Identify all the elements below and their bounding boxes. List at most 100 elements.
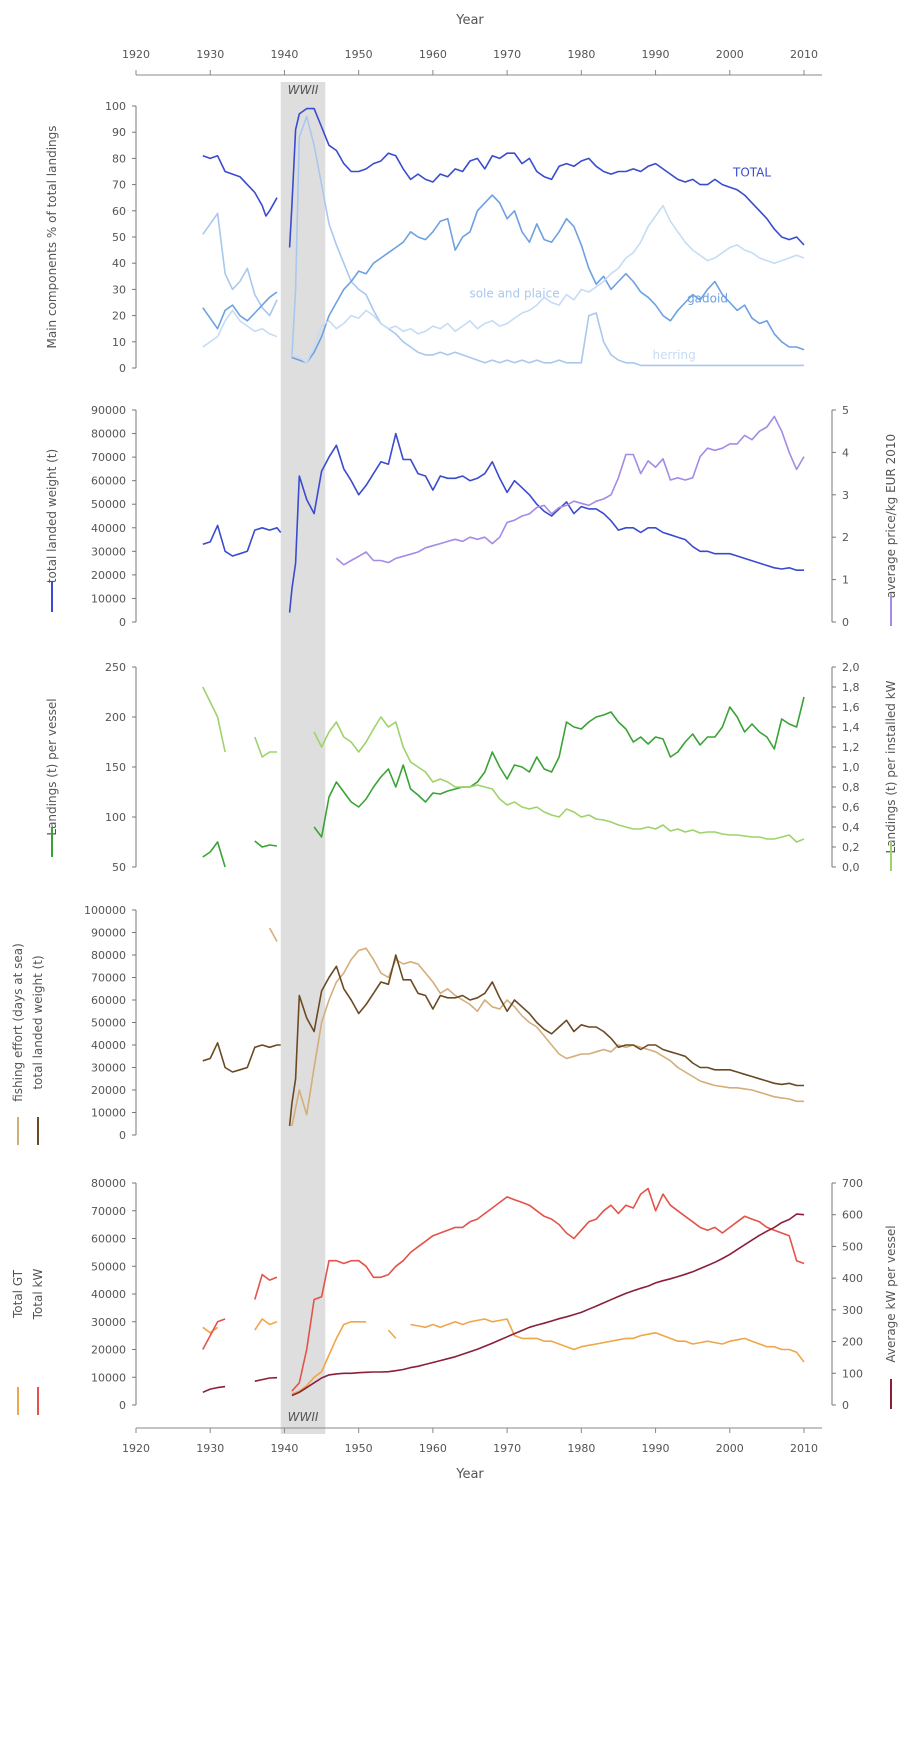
right-axis-tick-label: 2,0 xyxy=(842,661,860,674)
left-axis-tick-label: 100 xyxy=(105,100,126,113)
left-axis-label: Main components % of total landings xyxy=(45,126,59,349)
left-axis-tick-label: 60000 xyxy=(91,475,126,488)
panel-4: 0 10000 20000 30000 40000 50000 60000 70000 8000… xyxy=(11,904,804,1145)
bottom-year-tick-label: 1970 xyxy=(493,1442,521,1455)
right-axis-tick-label: 3 xyxy=(842,489,849,502)
series-line-landings-t-per-installed-kw xyxy=(202,686,226,753)
right-axis-tick-label: 1,4 xyxy=(842,721,860,734)
series-line-total-landed-weight-t xyxy=(202,524,282,557)
left-axis-label-2: Total kW xyxy=(31,1269,45,1321)
left-axis-tick-label: 50000 xyxy=(91,498,126,511)
right-axis-tick-label: 1 xyxy=(842,574,849,587)
right-axis-label: average price/kg EUR 2010 xyxy=(884,434,898,598)
series-line-total xyxy=(202,155,278,217)
right-axis-tick-label: 600 xyxy=(842,1209,863,1222)
series-line-landings-t-per-installed-kw xyxy=(254,736,277,758)
series-line-herring xyxy=(202,309,278,348)
left-axis-label-1: fishing effort (days at sea) xyxy=(11,943,25,1102)
top-year-tick-label: 1950 xyxy=(345,48,373,61)
series-line-gadoid xyxy=(291,194,805,364)
series-line-landings-t-per-vessel xyxy=(254,840,278,848)
left-axis-tick-label: 50 xyxy=(112,861,126,874)
bottom-year-tick-label: 1990 xyxy=(642,1442,670,1455)
left-axis-tick-label: 20 xyxy=(112,310,126,323)
left-axis-tick-label: 0 xyxy=(119,616,126,629)
left-axis-tick-label: 90000 xyxy=(91,404,126,417)
right-axis-tick-label: 0,4 xyxy=(842,821,860,834)
series-line-landings-t-per-installed-kw xyxy=(313,716,805,843)
left-axis-tick-label: 100000 xyxy=(84,904,126,917)
panel-2: 0 10000 20000 30000 40000 50000 60000 70000 8000… xyxy=(45,404,898,629)
right-axis-tick-label: 4 xyxy=(842,446,849,459)
bottom-year-tick-label: 1950 xyxy=(345,1442,373,1455)
bottom-year-axis-label: Year xyxy=(455,1467,484,1482)
left-axis-tick-label: 60000 xyxy=(91,994,126,1007)
bottom-year-tick-label: 1920 xyxy=(122,1442,150,1455)
left-axis-tick-label: 0 xyxy=(119,1129,126,1142)
left-axis-tick-label: 50 xyxy=(112,231,126,244)
left-axis-tick-label: 60 xyxy=(112,205,126,218)
top-year-tick-label: 1980 xyxy=(567,48,595,61)
left-axis-tick-label: 40000 xyxy=(91,522,126,535)
top-year-tick-label: 1920 xyxy=(122,48,150,61)
series-line-sole-and-plaice xyxy=(202,212,278,317)
top-year-tick-label: 2010 xyxy=(790,48,818,61)
bottom-year-tick-label: 1930 xyxy=(196,1442,224,1455)
left-axis-tick-label: 30 xyxy=(112,283,126,296)
left-axis-tick-label: 10000 xyxy=(91,592,126,605)
left-axis-tick-label: 70 xyxy=(112,179,126,192)
bottom-year-tick-label: 1960 xyxy=(419,1442,447,1455)
right-axis-tick-label: 1,0 xyxy=(842,761,860,774)
left-axis-tick-label: 80000 xyxy=(91,949,126,962)
top-year-tick-label: 1930 xyxy=(196,48,224,61)
right-axis-tick-label: 400 xyxy=(842,1272,863,1285)
bottom-year-tick-label: 2010 xyxy=(790,1442,818,1455)
series-line-total-kw xyxy=(254,1273,278,1300)
left-axis-tick-label: 0 xyxy=(119,362,126,375)
left-axis-tick-label: 20000 xyxy=(91,569,126,582)
left-axis-label: Landings (t) per vessel xyxy=(45,698,59,835)
series-line-total-landed-weight-t xyxy=(202,1042,281,1073)
top-year-tick-label: 2000 xyxy=(716,48,744,61)
bottom-year-axis: 1920 1930 1940 1950 1960 1970 1980 1990 2000 2010 xyxy=(122,1427,822,1455)
top-year-axis-label: Year xyxy=(455,13,484,28)
right-axis-tick-label: 0,2 xyxy=(842,841,860,854)
series-line-landings-t-per-vessel xyxy=(202,841,226,868)
panel-5: 0 10000 20000 30000 40000 50000 60000 70000 8000… xyxy=(11,1177,898,1415)
series-line-average-kw-per-vessel xyxy=(202,1385,226,1394)
left-axis-label: total landed weight (t) xyxy=(45,449,59,583)
year-axes: Year Year WWII WWII 1920 1930 1940 1950 1960… xyxy=(122,13,822,1482)
right-axis-tick-label: 1,2 xyxy=(842,741,860,754)
left-axis-tick-label: 40 xyxy=(112,257,126,270)
right-axis-tick-label: 1,6 xyxy=(842,701,860,714)
left-axis-tick-label: 10000 xyxy=(91,1107,126,1120)
bottom-year-tick-label: 2000 xyxy=(716,1442,744,1455)
series-line-total-gt xyxy=(202,1326,219,1334)
bottom-year-tick-label: 1940 xyxy=(270,1442,298,1455)
right-axis-tick-label: 0,0 xyxy=(842,861,860,874)
series-line-herring xyxy=(291,204,805,364)
left-axis-tick-label: 40000 xyxy=(91,1288,126,1301)
left-axis-tick-label: 40000 xyxy=(91,1039,126,1052)
series-line-total-gt xyxy=(254,1318,278,1331)
right-axis-tick-label: 2 xyxy=(842,531,849,544)
left-axis-tick-label: 90000 xyxy=(91,927,126,940)
right-axis-tick-label: 5 xyxy=(842,404,849,417)
top-year-tick-label: 1940 xyxy=(270,48,298,61)
series-line-total-landed-weight-t xyxy=(288,432,804,613)
left-axis-label-2: total landed weight (t) xyxy=(31,955,45,1089)
series-line-fishing-effort-days-at-sea xyxy=(268,927,278,942)
left-axis-tick-label: 0 xyxy=(119,1399,126,1412)
left-axis-tick-label: 70000 xyxy=(91,972,126,985)
left-axis-tick-label: 50000 xyxy=(91,1017,126,1030)
wwii-bottom-label: WWII xyxy=(288,1410,319,1424)
series-line-total-gt xyxy=(291,1321,367,1395)
series-annotation-sole-and-plaice: sole and plaice xyxy=(469,286,559,300)
series-line-average-kw-per-vessel xyxy=(291,1213,805,1397)
right-axis-tick-label: 0,6 xyxy=(842,801,860,814)
left-axis-tick-label: 80000 xyxy=(91,1177,126,1190)
series-line-total-kw xyxy=(202,1318,226,1350)
top-year-tick-label: 1990 xyxy=(642,48,670,61)
right-axis-tick-label: 300 xyxy=(842,1304,863,1317)
